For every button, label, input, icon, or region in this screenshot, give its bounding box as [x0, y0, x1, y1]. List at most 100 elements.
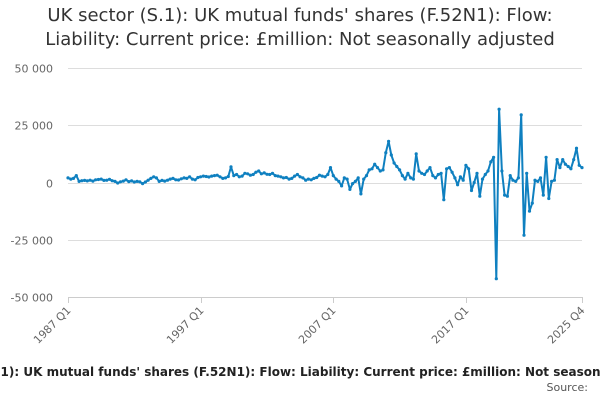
data-point: [246, 172, 250, 176]
data-point: [486, 169, 490, 173]
data-point: [77, 179, 81, 183]
data-point: [381, 168, 385, 172]
data-point: [268, 172, 272, 177]
source-label: Source:: [546, 381, 589, 394]
data-point: [442, 198, 446, 202]
data-point: [367, 168, 371, 172]
data-point: [456, 183, 460, 187]
data-point: [414, 152, 418, 156]
data-point: [287, 177, 291, 181]
data-point: [458, 175, 462, 179]
data-point: [572, 158, 576, 162]
data-point: [229, 165, 233, 169]
data-point: [351, 182, 355, 186]
data-point: [290, 176, 294, 180]
data-point: [91, 179, 95, 183]
data-point: [188, 175, 192, 179]
y-tick-label: -25 000: [11, 235, 53, 248]
data-point: [345, 177, 349, 181]
data-point: [433, 176, 438, 180]
data-point: [204, 174, 208, 179]
data-point: [511, 178, 515, 182]
data-point: [400, 174, 404, 178]
data-point: [96, 177, 100, 182]
data-point: [436, 172, 440, 177]
data-point: [107, 177, 112, 181]
data-point: [328, 166, 333, 170]
data-point: [392, 161, 396, 165]
data-point: [298, 175, 302, 179]
data-point: [193, 178, 197, 182]
data-point: [577, 163, 581, 167]
data-point: [514, 179, 518, 183]
data-point: [135, 179, 139, 183]
data-point: [232, 174, 236, 178]
data-point: [563, 162, 568, 166]
data-point: [574, 146, 579, 150]
data-point: [102, 178, 106, 182]
data-point: [237, 175, 241, 179]
data-point: [141, 182, 145, 186]
data-point: [312, 176, 316, 180]
data-point: [547, 196, 551, 201]
data-point: [154, 176, 158, 180]
data-point: [116, 181, 120, 185]
x-tick-label: 2025 Q4: [545, 304, 588, 347]
series-layer: [66, 107, 584, 281]
data-point: [417, 169, 421, 173]
data-point: [342, 176, 346, 180]
data-point: [464, 163, 468, 167]
data-point: [315, 175, 319, 180]
data-point: [210, 174, 214, 178]
data-point: [552, 178, 557, 182]
data-point: [536, 179, 540, 183]
data-point: [80, 179, 84, 183]
data-point: [309, 178, 313, 182]
data-point: [118, 180, 123, 184]
data-point: [445, 167, 449, 171]
data-point: [74, 174, 78, 178]
data-point: [99, 177, 103, 181]
data-point: [71, 176, 76, 180]
data-point: [281, 176, 286, 180]
data-point: [453, 176, 457, 180]
y-tick-label: -50 000: [11, 292, 53, 305]
data-point: [149, 176, 153, 180]
data-point: [124, 178, 128, 182]
data-point: [295, 172, 299, 177]
data-point: [384, 151, 388, 155]
data-point: [138, 180, 142, 184]
data-point: [273, 174, 277, 178]
data-point: [467, 167, 471, 171]
data-point: [94, 178, 98, 182]
data-point: [439, 171, 443, 175]
data-point: [387, 139, 391, 143]
data-point: [174, 178, 178, 182]
data-point: [251, 172, 255, 177]
data-point: [348, 187, 352, 191]
data-point: [176, 178, 181, 182]
data-point: [279, 175, 283, 179]
data-point: [492, 155, 496, 159]
data-point: [69, 177, 73, 181]
data-point: [483, 172, 487, 177]
data-point: [207, 175, 211, 179]
legend-series-label: UK sector (S.1): UK mutual funds' shares…: [0, 365, 600, 379]
data-point: [257, 169, 261, 173]
data-point: [472, 180, 476, 185]
data-point: [83, 178, 87, 182]
data-point: [196, 175, 200, 180]
data-point: [182, 176, 186, 180]
data-point: [301, 176, 305, 180]
data-point: [469, 188, 474, 193]
data-point: [218, 175, 222, 179]
data-point: [461, 178, 465, 182]
data-point: [323, 175, 327, 179]
data-point: [262, 171, 266, 175]
data-point: [284, 175, 288, 180]
data-point: [527, 209, 532, 213]
data-point: [356, 176, 360, 180]
data-point: [88, 178, 92, 182]
x-tick-label: 1987 Q1: [31, 304, 74, 347]
x-tick-label: 2017 Q1: [429, 304, 472, 347]
